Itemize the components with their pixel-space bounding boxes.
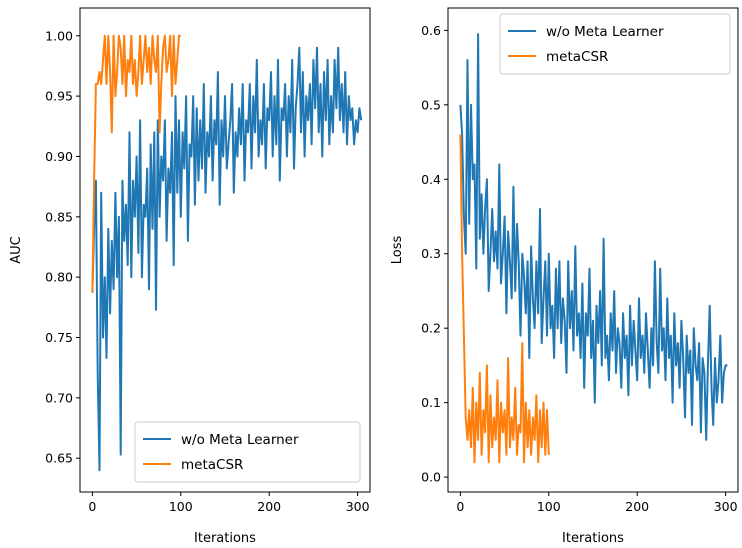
y-tick-label: 0.6	[421, 23, 441, 38]
series-group	[91, 34, 363, 472]
y-tick-label: 0.3	[421, 246, 441, 261]
plot-frame	[79, 7, 371, 493]
legend: w/o Meta Learner metaCSR	[134, 421, 361, 483]
y-tick-label: 1.00	[45, 28, 73, 43]
y-tick-label: 0.70	[45, 390, 73, 405]
loss-chart: 0 100 200 300 0.0 0.1 0.2 0.3 0.4 0.5 0.6 Iteration…	[390, 7, 739, 546]
y-axis-label: AUC	[9, 236, 24, 264]
y-tick-label: 0.4	[421, 172, 441, 187]
x-tick-label: 300	[346, 499, 370, 514]
y-tick-label: 0.5	[421, 97, 441, 112]
y-tick-label: 0.0	[421, 470, 441, 485]
series-line-wo-meta-learner	[459, 33, 728, 441]
legend-label: metaCSR	[546, 49, 608, 65]
x-tick-label: 0	[88, 499, 96, 514]
x-tick-label: 300	[714, 499, 738, 514]
legend-box	[134, 421, 361, 483]
y-tick-label: 0.2	[421, 321, 441, 336]
series-group	[459, 33, 728, 464]
y-axis-label: Loss	[390, 236, 405, 265]
auc-chart: 0 100 200 300 0.65 0.70 0.75 0.80 0.85 0.90 0.95 1.…	[9, 7, 371, 546]
legend-label: metaCSR	[181, 457, 243, 473]
series-line-metacsr	[459, 134, 550, 464]
y-tick-label: 0.1	[421, 395, 441, 410]
y-tick-label: 0.80	[45, 270, 73, 285]
x-tick-label: 200	[625, 499, 649, 514]
plot-frame	[447, 7, 739, 493]
y-tick-label: 0.65	[45, 451, 73, 466]
x-axis-label: Iterations	[194, 531, 256, 546]
x-tick-label: 100	[537, 499, 561, 514]
x-tick-label: 100	[169, 499, 193, 514]
x-axis-label: Iterations	[562, 531, 624, 546]
legend-box	[499, 13, 731, 75]
x-tick-label: 200	[257, 499, 281, 514]
legend-label: w/o Meta Learner	[546, 24, 664, 40]
legend-label: w/o Meta Learner	[181, 432, 299, 448]
series-line-metacsr	[91, 34, 181, 293]
y-tick-label: 0.95	[45, 89, 73, 104]
x-tick-label: 0	[456, 499, 464, 514]
legend: w/o Meta Learner metaCSR	[499, 13, 731, 75]
series-line-wo-meta-learner	[91, 46, 363, 472]
y-tick-label: 0.75	[45, 330, 73, 345]
y-tick-label: 0.85	[45, 209, 73, 224]
y-tick-label: 0.90	[45, 149, 73, 164]
